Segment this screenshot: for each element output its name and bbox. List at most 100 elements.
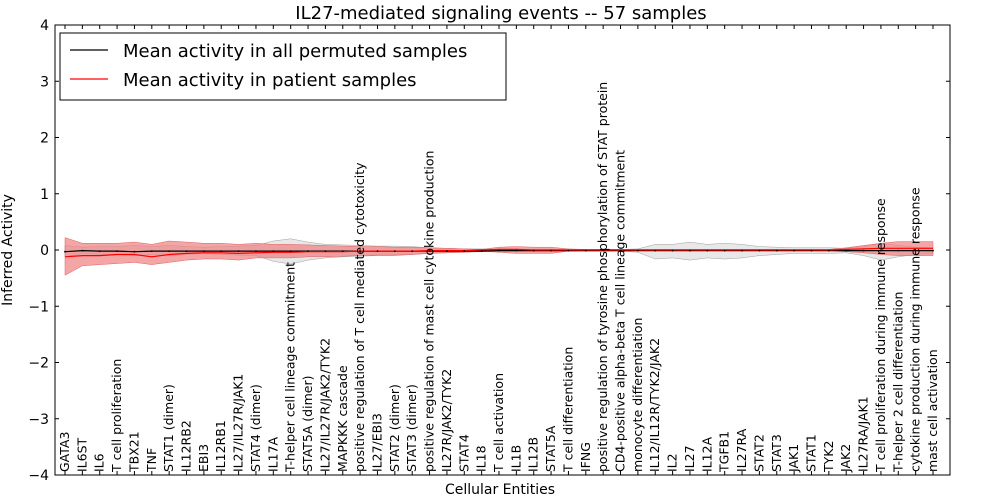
x-tick-label: IL27 (682, 445, 697, 472)
permuted-point (133, 250, 136, 253)
legend-label-patient: Mean activity in patient samples (123, 70, 417, 91)
permuted-point (185, 250, 188, 253)
series-lines (64, 247, 934, 258)
permuted-point (359, 250, 361, 253)
permuted-point (567, 249, 570, 252)
x-tick-label: IL27R/JAK2/TYK2 (439, 369, 454, 472)
y-tick-label: 4 (40, 18, 49, 34)
permuted-point (741, 249, 743, 252)
x-tick-label: IL12/IL12R/TYK2/JAK2 (647, 338, 662, 472)
permuted-point (255, 250, 257, 253)
y-axis-label: Inferred Activity (0, 194, 16, 306)
permuted-point (584, 249, 587, 252)
x-tick-label: STAT5A (543, 425, 558, 472)
permuted-point (289, 250, 292, 253)
x-tick-label: EBI3 (196, 444, 211, 472)
permuted-point (203, 250, 205, 253)
permuted-point (307, 250, 309, 253)
y-tick-label: 1 (40, 187, 49, 203)
x-tick-label: IL12B (526, 437, 541, 472)
permuted-point (480, 250, 483, 253)
permuted-point (654, 249, 657, 252)
x-tick-label: positive regulation of mast cell cytokin… (422, 151, 437, 472)
x-tick-label: T-helper cell lineage commitment (283, 262, 298, 473)
permuted-point (775, 249, 778, 252)
permuted-point (880, 249, 882, 252)
confidence-bands (64, 237, 934, 276)
x-tick-label: STAT4 (dimer) (248, 384, 263, 472)
permuted-point (532, 249, 535, 252)
y-tick-label: −4 (28, 468, 49, 484)
x-tick-label: IL18 (474, 445, 489, 472)
x-tick-label: IL17A (265, 436, 280, 472)
permuted-point (932, 249, 934, 252)
permuted-point (463, 250, 466, 253)
x-tick-label: STAT2 (dimer) (387, 384, 402, 472)
permuted-point (689, 249, 691, 252)
x-tick-label: T cell differentiation (560, 347, 575, 473)
x-tick-label: IL27/IL27R/JAK1 (231, 374, 246, 472)
permuted-point (914, 249, 917, 252)
x-tick-label: IL6 (92, 453, 107, 472)
x-tick-label: MAPKKK cascade (335, 365, 350, 472)
y-tick-label: −3 (28, 412, 49, 428)
x-tick-label: T cell proliferation during immune respo… (873, 198, 888, 473)
permuted-point (845, 249, 848, 252)
permuted-point (64, 250, 66, 253)
permuted-point (498, 249, 500, 252)
x-tick-label: cytokine production during immune respon… (908, 187, 923, 472)
x-tick-label: STAT3 (769, 434, 784, 472)
x-tick-label: T cell proliferation (109, 359, 124, 473)
permuted-point (393, 250, 396, 253)
permuted-point (81, 249, 84, 252)
x-tick-label: TYK2 (821, 441, 836, 473)
x-axis-label: Cellular Entities (445, 482, 555, 498)
permuted-point (150, 250, 153, 253)
x-tick-label: IL12A (699, 436, 714, 472)
x-tick-label: positive regulation of tyrosine phosphor… (595, 82, 610, 472)
permuted-point (324, 250, 327, 253)
x-tick-label: T cell activation (491, 373, 506, 473)
x-tick-label: IL1B (508, 445, 523, 472)
series-line-patient (64, 247, 933, 258)
x-tick-label: monocyte differentiation (630, 318, 645, 472)
y-axis-ticks: −4 −3 −2 −1 0 1 2 3 4 (28, 18, 950, 484)
permuted-point (897, 249, 900, 252)
permuted-point (272, 250, 275, 253)
y-tick-label: 0 (40, 243, 49, 259)
x-tick-label: IL27/EBI3 (370, 413, 385, 472)
legend-label-permuted: Mean activity in all permuted samples (123, 41, 467, 62)
x-tick-label: IL2 (665, 453, 680, 472)
x-tick-label: IL12RB2 (179, 420, 194, 472)
permuted-point (619, 249, 622, 252)
x-tick-label: mast cell activation (925, 349, 940, 472)
permuted-point (550, 249, 552, 252)
permuted-point (98, 250, 101, 253)
band-patient (64, 237, 934, 276)
x-tick-label: IL27RA (734, 428, 749, 472)
y-tick-label: 3 (40, 74, 49, 90)
permuted-point (671, 249, 674, 252)
x-tick-label: TBX21 (126, 431, 141, 473)
x-tick-label: IL6ST (74, 437, 89, 472)
y-tick-label: 2 (40, 131, 49, 147)
x-tick-label: TGFB1 (717, 431, 732, 473)
x-tick-label: GATA3 (57, 432, 72, 472)
x-tick-label: STAT4 (456, 434, 471, 472)
x-tick-label: JAK2 (838, 444, 853, 473)
permuted-point (758, 249, 761, 252)
permuted-point (862, 249, 865, 252)
permuted-point (411, 250, 414, 253)
category-labels: GATA3 IL6ST IL6 T cell proliferation TBX21 TN… (57, 82, 940, 473)
x-tick-label: positive regulation of T cell mediated c… (352, 162, 367, 472)
permuted-point (220, 250, 223, 253)
permuted-point (168, 250, 171, 253)
x-tick-label: STAT2 (751, 434, 766, 472)
permuted-point (237, 250, 240, 253)
permuted-point (446, 250, 448, 253)
permuted-point (637, 249, 639, 252)
permuted-point (376, 250, 379, 253)
x-tick-label: CD4-positive alpha-beta T cell lineage c… (613, 150, 628, 472)
permuted-point (810, 249, 813, 252)
